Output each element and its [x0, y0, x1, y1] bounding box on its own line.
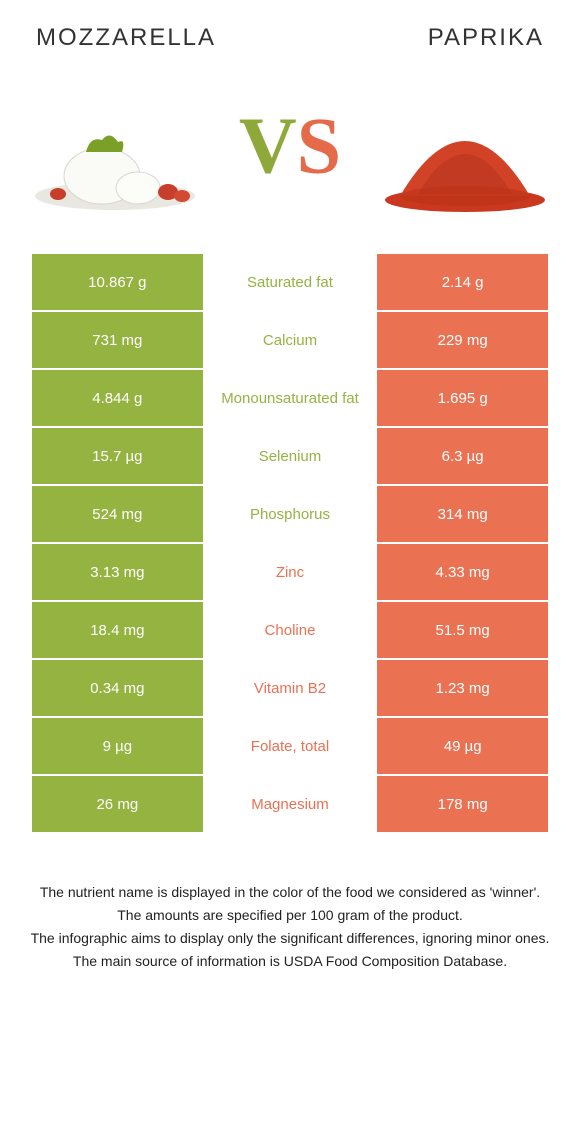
nutrient-label: Magnesium: [205, 776, 376, 832]
table-row: 15.7 µgSelenium6.3 µg: [32, 428, 548, 484]
nutrient-label: Folate, total: [205, 718, 376, 774]
infographic-page: Mozzarella Paprika VS: [0, 0, 580, 1004]
nutrient-label: Zinc: [205, 544, 376, 600]
value-right: 2.14 g: [377, 254, 548, 310]
value-left: 10.867 g: [32, 254, 203, 310]
value-right: 1.23 mg: [377, 660, 548, 716]
table-row: 18.4 mgCholine51.5 mg: [32, 602, 548, 658]
header-row: Mozzarella Paprika: [30, 24, 550, 60]
value-left: 4.844 g: [32, 370, 203, 426]
value-left: 3.13 mg: [32, 544, 203, 600]
value-left: 9 µg: [32, 718, 203, 774]
value-right: 51.5 mg: [377, 602, 548, 658]
vs-v: V: [239, 103, 297, 191]
food-name-right: Paprika: [428, 24, 544, 52]
table-row: 9 µgFolate, total49 µg: [32, 718, 548, 774]
table-row: 26 mgMagnesium178 mg: [32, 776, 548, 832]
value-left: 26 mg: [32, 776, 203, 832]
footer-line: The nutrient name is displayed in the co…: [30, 882, 550, 903]
nutrient-label: Calcium: [205, 312, 376, 368]
footer-notes: The nutrient name is displayed in the co…: [30, 882, 550, 972]
value-right: 229 mg: [377, 312, 548, 368]
value-left: 731 mg: [32, 312, 203, 368]
footer-line: The amounts are specified per 100 gram o…: [30, 905, 550, 926]
table-row: 10.867 gSaturated fat2.14 g: [32, 254, 548, 310]
value-right: 314 mg: [377, 486, 548, 542]
value-right: 1.695 g: [377, 370, 548, 426]
comparison-table: 10.867 gSaturated fat2.14 g731 mgCalcium…: [30, 252, 550, 834]
table-row: 524 mgPhosphorus314 mg: [32, 486, 548, 542]
nutrient-label: Monounsaturated fat: [205, 370, 376, 426]
nutrient-label: Phosphorus: [205, 486, 376, 542]
value-left: 0.34 mg: [32, 660, 203, 716]
value-right: 4.33 mg: [377, 544, 548, 600]
table-row: 731 mgCalcium229 mg: [32, 312, 548, 368]
value-right: 6.3 µg: [377, 428, 548, 484]
footer-line: The main source of information is USDA F…: [30, 951, 550, 972]
value-left: 524 mg: [32, 486, 203, 542]
images-row: VS: [30, 72, 550, 222]
table-row: 0.34 mgVitamin B21.23 mg: [32, 660, 548, 716]
table-row: 4.844 gMonounsaturated fat1.695 g: [32, 370, 548, 426]
nutrient-label: Vitamin B2: [205, 660, 376, 716]
food-name-left: Mozzarella: [36, 24, 216, 52]
value-left: 15.7 µg: [32, 428, 203, 484]
table-row: 3.13 mgZinc4.33 mg: [32, 544, 548, 600]
footer-line: The infographic aims to display only the…: [30, 928, 550, 949]
nutrient-label: Choline: [205, 602, 376, 658]
value-right: 49 µg: [377, 718, 548, 774]
nutrient-label: Saturated fat: [205, 254, 376, 310]
vs-s: S: [297, 103, 342, 191]
value-right: 178 mg: [377, 776, 548, 832]
food-image-right: [380, 96, 550, 216]
nutrient-label: Selenium: [205, 428, 376, 484]
food-image-left: [30, 96, 200, 216]
vs-label: VS: [239, 102, 341, 193]
value-left: 18.4 mg: [32, 602, 203, 658]
